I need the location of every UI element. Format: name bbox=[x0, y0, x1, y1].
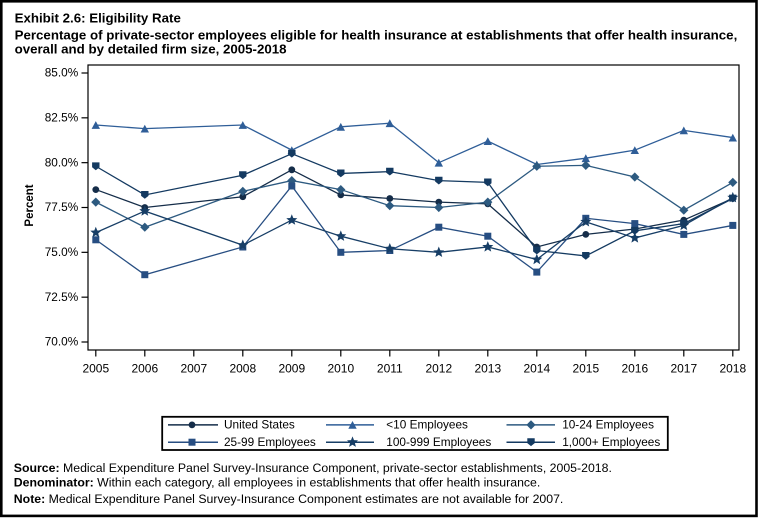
svg-text:1,000+ Employees: 1,000+ Employees bbox=[562, 435, 660, 449]
svg-text:77.5%: 77.5% bbox=[45, 200, 79, 214]
svg-text:<10 Employees: <10 Employees bbox=[386, 418, 468, 432]
svg-text:85.0%: 85.0% bbox=[45, 66, 79, 80]
svg-text:2017: 2017 bbox=[670, 362, 697, 376]
svg-text:Percentage of private-sector e: Percentage of private-sector employees e… bbox=[15, 27, 738, 42]
svg-text:2009: 2009 bbox=[278, 362, 305, 376]
svg-text:80.0%: 80.0% bbox=[45, 155, 79, 169]
svg-text:10-24 Employees: 10-24 Employees bbox=[562, 418, 654, 432]
svg-text:overall and by detailed firm s: overall and by detailed firm size, 2005-… bbox=[15, 41, 287, 56]
svg-text:82.5%: 82.5% bbox=[45, 111, 79, 125]
svg-text:2015: 2015 bbox=[572, 362, 599, 376]
svg-text:2006: 2006 bbox=[131, 362, 158, 376]
svg-text:100-999 Employees: 100-999 Employees bbox=[386, 435, 491, 449]
svg-text:2013: 2013 bbox=[474, 362, 501, 376]
svg-text:2018: 2018 bbox=[719, 362, 746, 376]
svg-text:Note: Medical Expenditure Pane: Note: Medical Expenditure Panel Survey-I… bbox=[14, 492, 564, 506]
svg-text:Percent: Percent bbox=[24, 184, 36, 226]
svg-text:2010: 2010 bbox=[327, 362, 354, 376]
svg-text:Denominator: Within each categ: Denominator: Within each category, all e… bbox=[14, 476, 541, 490]
svg-text:2016: 2016 bbox=[621, 362, 648, 376]
svg-text:2014: 2014 bbox=[523, 362, 550, 376]
svg-text:75.0%: 75.0% bbox=[45, 245, 79, 259]
svg-text:2005: 2005 bbox=[82, 362, 109, 376]
svg-text:70.0%: 70.0% bbox=[45, 335, 79, 349]
svg-text:2012: 2012 bbox=[425, 362, 452, 376]
svg-text:Exhibit 2.6: Eligibility Rate: Exhibit 2.6: Eligibility Rate bbox=[15, 11, 181, 26]
svg-text:Source: Medical Expenditure Pa: Source: Medical Expenditure Panel Survey… bbox=[14, 461, 612, 475]
svg-text:2008: 2008 bbox=[229, 362, 256, 376]
svg-text:25-99 Employees: 25-99 Employees bbox=[224, 435, 316, 449]
svg-text:United States: United States bbox=[224, 418, 295, 432]
svg-text:72.5%: 72.5% bbox=[45, 290, 79, 304]
svg-text:2007: 2007 bbox=[180, 362, 207, 376]
svg-text:2011: 2011 bbox=[377, 362, 403, 376]
